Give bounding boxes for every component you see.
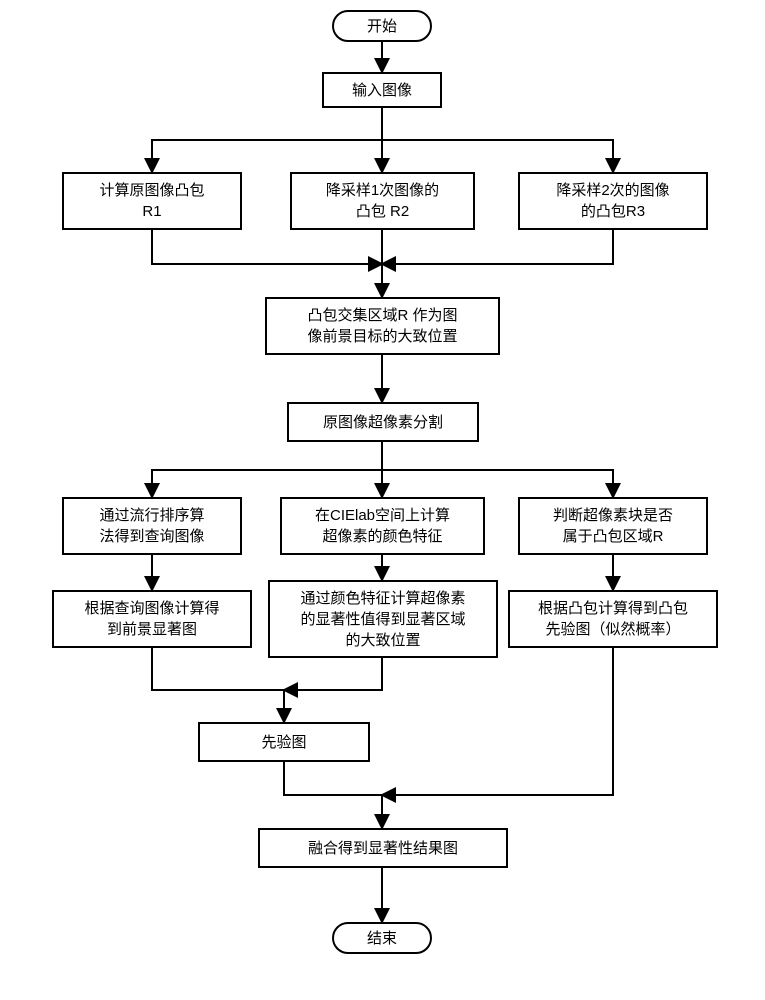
node-intersect: 凸包交集区域R 作为图 像前景目标的大致位置 bbox=[265, 297, 500, 355]
node-path-b2: 通过颜色特征计算超像素 的显著性值得到显著区域 的大致位置 bbox=[268, 580, 498, 658]
node-input: 输入图像 bbox=[322, 72, 442, 108]
node-start: 开始 bbox=[332, 10, 432, 42]
node-prior: 先验图 bbox=[198, 722, 370, 762]
node-superpixel: 原图像超像素分割 bbox=[287, 402, 479, 442]
node-r1: 计算原图像凸包 R1 bbox=[62, 172, 242, 230]
node-path-b1: 在CIElab空间上计算 超像素的颜色特征 bbox=[280, 497, 485, 555]
node-path-c1: 判断超像素块是否 属于凸包区域R bbox=[518, 497, 708, 555]
node-path-a2: 根据查询图像计算得 到前景显著图 bbox=[52, 590, 252, 648]
node-fusion: 融合得到显著性结果图 bbox=[258, 828, 508, 868]
node-path-c2: 根据凸包计算得到凸包 先验图（似然概率） bbox=[508, 590, 718, 648]
node-r2: 降采样1次图像的 凸包 R2 bbox=[290, 172, 475, 230]
node-path-a1: 通过流行排序算 法得到查询图像 bbox=[62, 497, 242, 555]
node-r3: 降采样2次的图像 的凸包R3 bbox=[518, 172, 708, 230]
node-end: 结束 bbox=[332, 922, 432, 954]
